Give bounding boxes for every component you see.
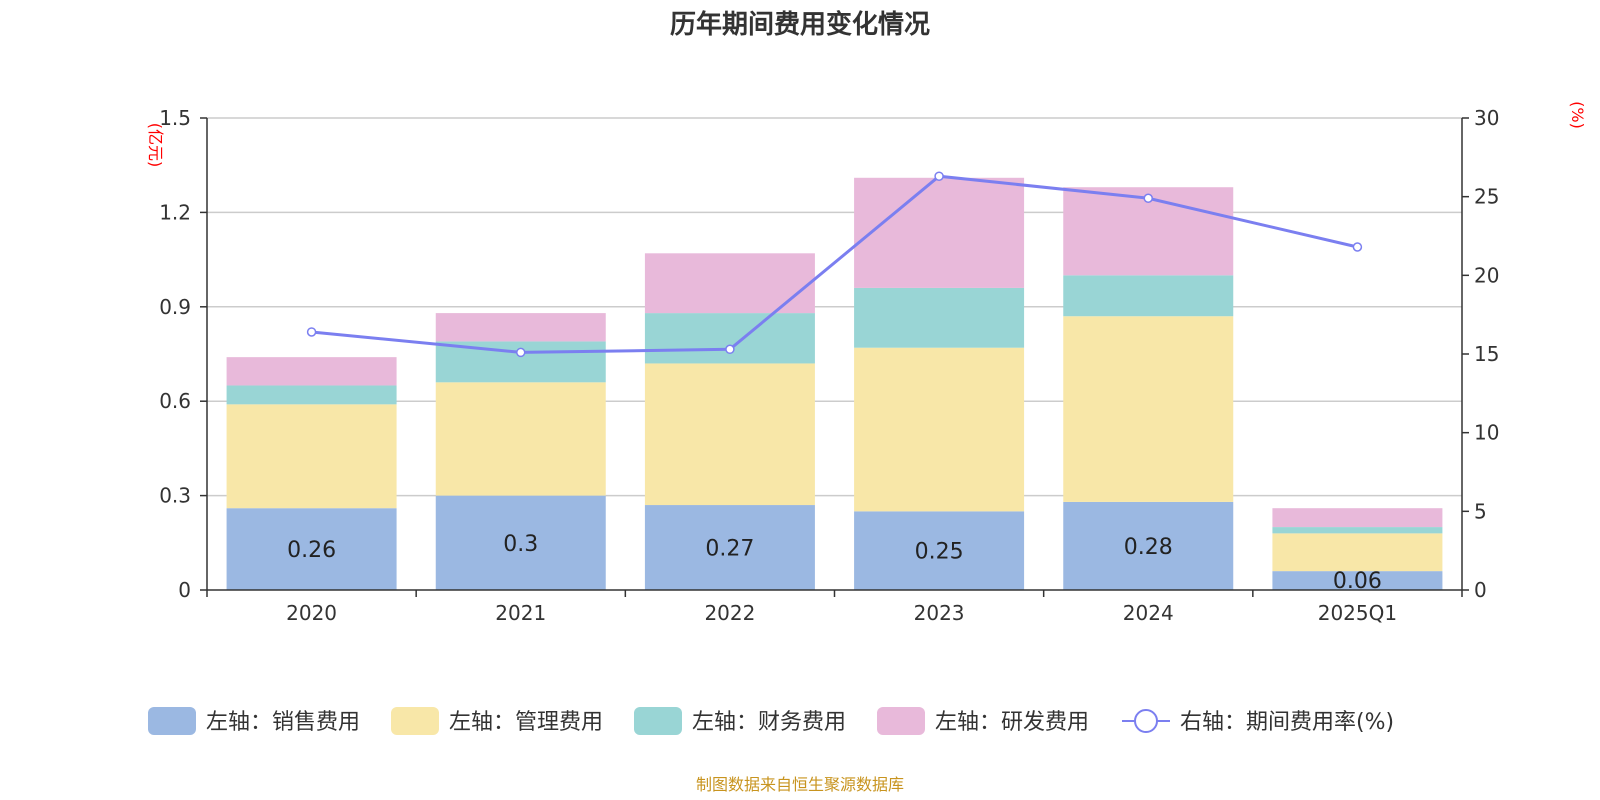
grid-layer xyxy=(207,117,1462,497)
bar-segment xyxy=(226,385,397,405)
left-tick-label: 0.9 xyxy=(159,295,191,319)
legend-swatch xyxy=(877,707,925,735)
bar-segment xyxy=(1272,533,1443,572)
rate-point xyxy=(1143,193,1153,203)
legend-label: 左轴：研发费用 xyxy=(935,710,1089,735)
bar-data-label: 0.06 xyxy=(1333,569,1382,594)
bar-segment xyxy=(435,495,606,590)
left-tick-label: 0 xyxy=(178,578,191,602)
x-tick-label: 2023 xyxy=(914,601,965,625)
right-tick-label: 10 xyxy=(1474,421,1499,445)
x-tick-label: 2020 xyxy=(286,601,337,625)
left-tick-label: 0.3 xyxy=(159,484,191,508)
legend-marker-icon xyxy=(1134,709,1158,733)
x-tick-label: 2021 xyxy=(495,601,546,625)
left-tick-label: 1.5 xyxy=(159,106,191,130)
legend-swatch xyxy=(634,707,682,735)
bar-segment xyxy=(854,287,1025,348)
bar-segment xyxy=(226,404,397,509)
bar-segment xyxy=(435,382,606,496)
bar-segment xyxy=(644,313,815,364)
right-tick-label: 25 xyxy=(1474,185,1499,209)
left-tick-label: 1.2 xyxy=(159,200,191,224)
bar-data-label: 0.25 xyxy=(915,540,964,565)
rate-point xyxy=(725,344,735,355)
bar-segment xyxy=(854,511,1025,590)
right-tick-label: 15 xyxy=(1474,342,1499,366)
bar-segment xyxy=(644,253,815,314)
bar-segment xyxy=(1272,508,1443,528)
label-layer: 0.26 0.3 0.27 0.25 0.28 0.06 xyxy=(287,532,1382,594)
legend-label: 左轴：销售费用 xyxy=(206,710,360,735)
bar-data-label: 0.28 xyxy=(1124,535,1173,560)
legend-swatch xyxy=(391,707,439,735)
legend-swatch xyxy=(148,707,196,735)
rate-point xyxy=(516,347,526,358)
axis-layer: 0 0.3 0.6 0.9 1.2 1.5 0 5 10 15 20 25 30 2020 2021 2022… xyxy=(159,106,1499,625)
legend-label: 左轴：管理费用 xyxy=(449,710,603,735)
x-tick-label: 2024 xyxy=(1123,601,1174,625)
x-tick-label: 2022 xyxy=(704,601,755,625)
bar-segment xyxy=(1272,571,1443,590)
bar-segment xyxy=(435,313,606,342)
bar-data-label: 0.27 xyxy=(705,537,754,562)
bar-layer xyxy=(226,177,1443,590)
rate-point xyxy=(1352,242,1363,252)
right-tick-label: 20 xyxy=(1474,263,1499,287)
bar-segment xyxy=(1063,501,1234,590)
bar-segment xyxy=(1063,275,1234,317)
bar-segment xyxy=(226,508,397,590)
legend-label: 右轴：期间费用率(%) xyxy=(1180,710,1394,735)
left-tick-label: 0.6 xyxy=(159,389,191,413)
rate-point xyxy=(934,171,944,181)
bar-segment xyxy=(1063,316,1234,502)
right-tick-label: 5 xyxy=(1474,499,1487,523)
line-layer xyxy=(306,171,1363,358)
chart-title: 历年期间费用变化情况 xyxy=(670,9,930,40)
bar-segment xyxy=(1272,527,1443,534)
legend-label: 左轴：财务费用 xyxy=(692,710,846,735)
x-tick-label: 2025Q1 xyxy=(1318,601,1397,625)
left-axis-unit: (亿元) xyxy=(146,123,165,168)
bar-data-label: 0.3 xyxy=(503,532,538,557)
legend: 左轴：销售费用 左轴：管理费用 左轴：财务费用 左轴：研发费用 右轴：期间费用率(%) xyxy=(148,707,1394,735)
bar-segment xyxy=(854,347,1025,512)
bar-segment xyxy=(644,363,815,506)
source-note: 制图数据来自恒生聚源数据库 xyxy=(696,775,904,794)
rate-line xyxy=(311,174,1358,354)
bar-segment xyxy=(644,505,815,590)
bar-segment xyxy=(854,177,1025,288)
rate-point xyxy=(306,327,317,337)
bar-segment xyxy=(226,357,397,386)
right-tick-label: 0 xyxy=(1474,578,1487,602)
right-tick-label: 30 xyxy=(1474,106,1499,130)
bar-data-label: 0.26 xyxy=(287,538,336,563)
right-axis-unit: (%) xyxy=(1568,101,1587,129)
